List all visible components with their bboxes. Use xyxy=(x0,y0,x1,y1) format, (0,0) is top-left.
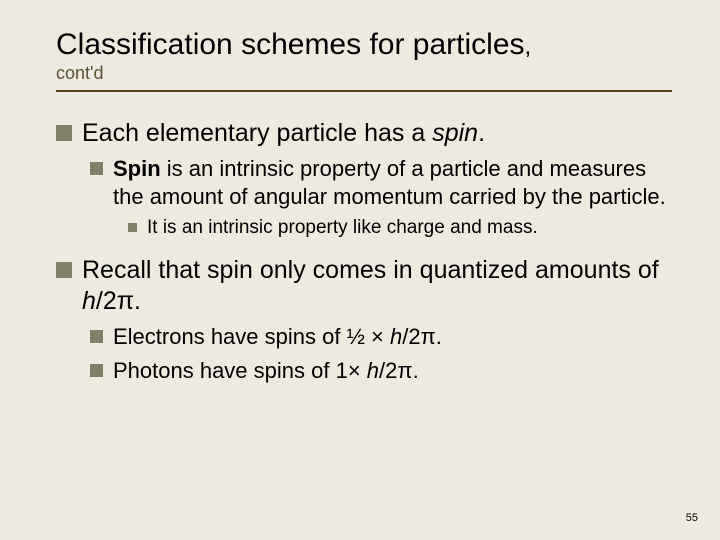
square-bullet-icon xyxy=(56,125,72,141)
bullet-text: Each elementary particle has a spin. xyxy=(82,118,485,149)
square-bullet-icon xyxy=(90,364,103,377)
bullet-lvl2: Spin is an intrinsic property of a parti… xyxy=(90,155,672,210)
slide-title: Classification schemes for particles, xyxy=(56,28,672,61)
text-bold: Spin xyxy=(113,156,161,181)
text-post: . xyxy=(478,119,485,147)
bullet-lvl3: It is an intrinsic property like charge … xyxy=(128,216,672,241)
bullet-lvl1: Recall that spin only comes in quantized… xyxy=(56,255,672,318)
bullet-text: Spin is an intrinsic property of a parti… xyxy=(113,155,672,210)
text-pre: Each elementary particle has a xyxy=(82,119,432,147)
text-em: spin xyxy=(432,119,478,147)
page-number: 55 xyxy=(686,512,698,524)
text-pre: Recall that spin only comes in quantized… xyxy=(82,256,659,284)
text-em: h xyxy=(82,287,96,315)
bullet-lvl2: Photons have spins of 1× h/2π. xyxy=(90,357,672,385)
text-post: /2π. xyxy=(402,324,442,349)
title-tail: , xyxy=(525,33,532,60)
bullet-text: It is an intrinsic property like charge … xyxy=(147,216,538,241)
square-bullet-icon xyxy=(56,262,72,278)
title-text: Classification schemes for particles xyxy=(56,28,525,61)
square-bullet-icon xyxy=(128,223,137,232)
text-post: /2π. xyxy=(379,358,419,383)
text-pre: Photons have spins of 1× xyxy=(113,358,367,383)
text-pre: Electrons have spins of ½ × xyxy=(113,324,390,349)
square-bullet-icon xyxy=(90,162,103,175)
spacer xyxy=(56,247,672,255)
text-em: h xyxy=(367,358,379,383)
horizontal-rule xyxy=(56,90,672,92)
bullet-text: Electrons have spins of ½ × h/2π. xyxy=(113,323,442,351)
text-em: h xyxy=(390,324,402,349)
text-post: is an intrinsic property of a particle a… xyxy=(113,156,666,209)
bullet-text: Recall that spin only comes in quantized… xyxy=(82,255,672,318)
slide-subtitle: cont'd xyxy=(56,63,672,84)
slide: Classification schemes for particles, co… xyxy=(0,0,720,384)
bullet-lvl2: Electrons have spins of ½ × h/2π. xyxy=(90,323,672,351)
text-post: /2π. xyxy=(96,287,141,315)
bullet-lvl1: Each elementary particle has a spin. xyxy=(56,118,672,149)
square-bullet-icon xyxy=(90,330,103,343)
bullet-text: Photons have spins of 1× h/2π. xyxy=(113,357,419,385)
